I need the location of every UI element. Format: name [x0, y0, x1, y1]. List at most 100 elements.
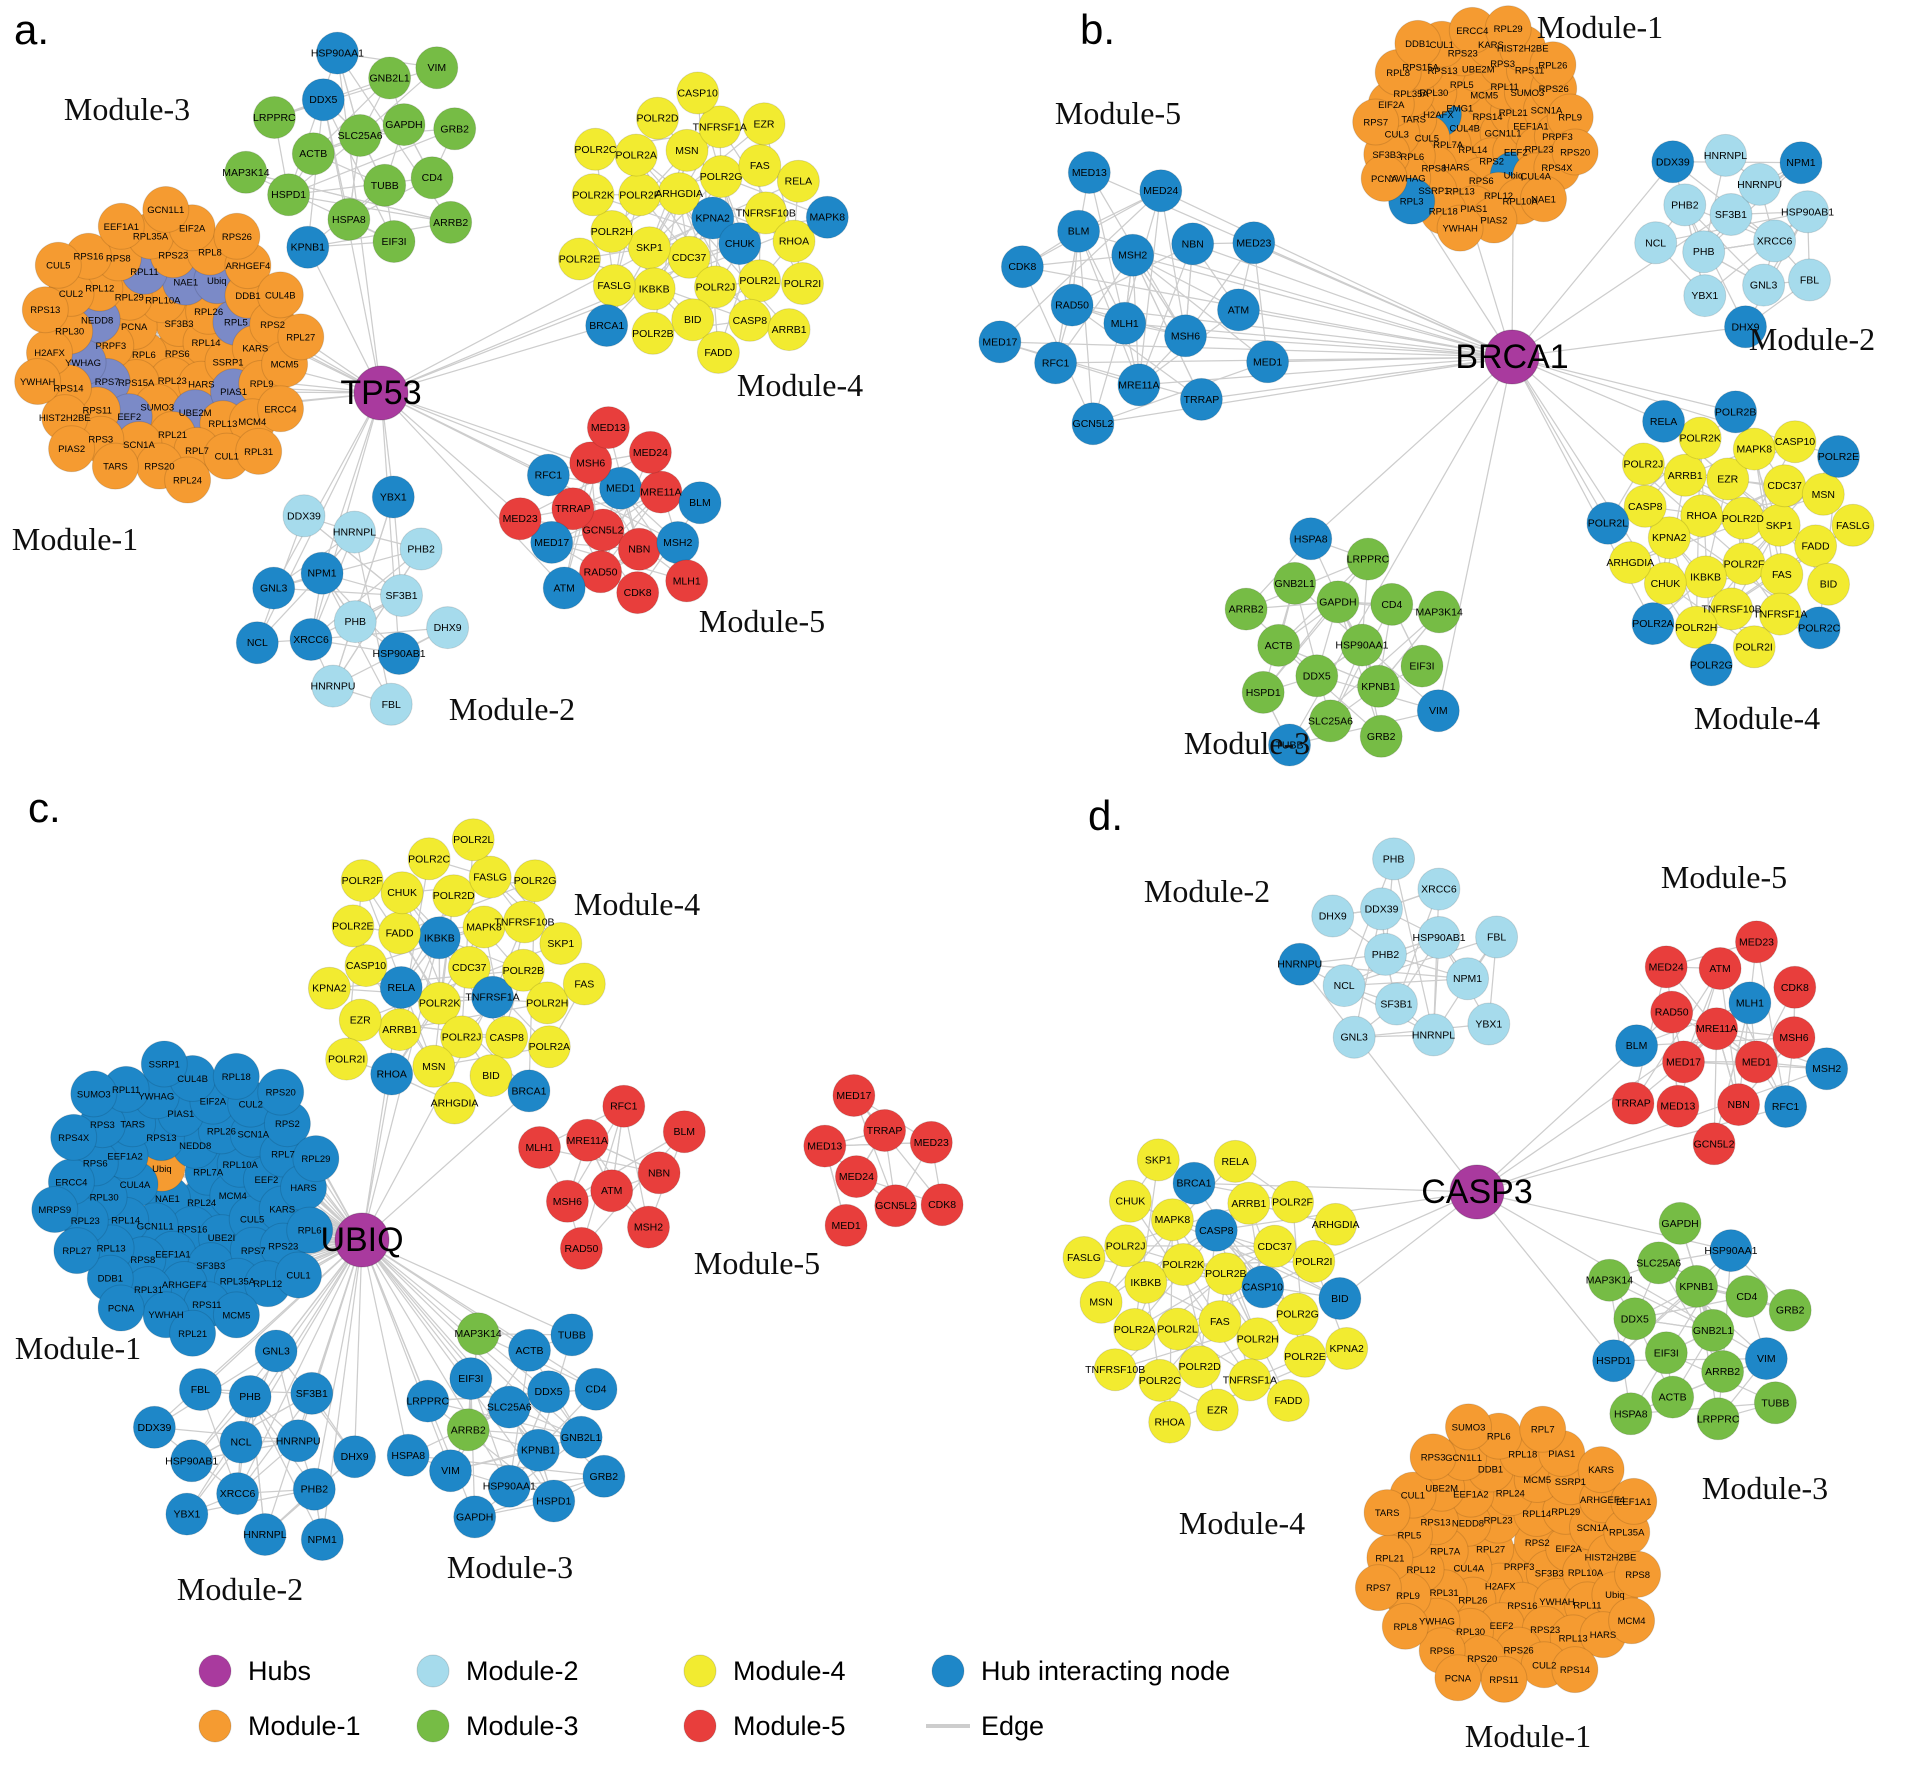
node-label: POLR2I: [1295, 1256, 1332, 1268]
node-label: DDB1: [235, 291, 260, 302]
node-label: RPL13: [97, 1243, 126, 1254]
hub-node: [334, 1212, 390, 1268]
node-label: SCN1A: [237, 1130, 269, 1141]
node-label: PIAS1: [220, 387, 247, 398]
node-label: RPS23: [268, 1242, 298, 1253]
node-label: PCNA: [1371, 174, 1398, 185]
hub-spoke-edge: [1339, 1191, 1478, 1299]
node-label: EEF2: [1490, 1621, 1514, 1632]
node-label: RPL8: [1393, 1622, 1417, 1633]
network-node: [1773, 420, 1817, 464]
node-label: RPL23: [1484, 1516, 1513, 1527]
node-label: NAE1: [1531, 194, 1556, 205]
node-label: TNFRSF1A: [693, 121, 747, 133]
node-label: GNB2L1: [561, 1432, 601, 1444]
node-label: Ubiq: [1605, 1590, 1625, 1601]
node-label: POLR2L: [739, 275, 779, 287]
node-label: H2AFX: [1423, 110, 1454, 121]
network-edge: [1078, 230, 1140, 386]
network-node: [429, 200, 473, 244]
node-label: EIF3I: [1654, 1347, 1679, 1359]
network-node: [344, 944, 388, 988]
nodes-layer: [978, 5, 1875, 767]
node-label: RPL10A: [1502, 197, 1538, 208]
network-edge: [1125, 1245, 1275, 1247]
node-label: CASP8: [490, 1032, 525, 1044]
node-label: CDK8: [1008, 261, 1036, 273]
network-edge: [249, 1396, 323, 1540]
node-label: VIM: [441, 1465, 460, 1477]
node-label: PIAS1: [1548, 1449, 1575, 1460]
node-label: RPL31: [244, 447, 273, 458]
network-node: [824, 1203, 868, 1247]
network-node: [1801, 472, 1845, 516]
network-node: [1682, 230, 1726, 274]
network-edge: [1392, 858, 1435, 1036]
network-node: [1370, 582, 1414, 626]
node-label: RELA: [1650, 416, 1677, 428]
network-node: [1050, 283, 1094, 327]
node-label: BRCA1: [589, 320, 624, 332]
panel-letter: b.: [1080, 6, 1115, 53]
node-label: EIF3I: [458, 1373, 483, 1385]
hub-spoke-edge: [361, 1239, 472, 1379]
network-node: [447, 945, 491, 989]
node-label: MED1: [1742, 1056, 1771, 1068]
network-node: [1529, 41, 1577, 89]
network-node: [631, 311, 675, 355]
network-node: [744, 191, 788, 235]
node-label: POLR2J: [696, 281, 736, 293]
network-node: [407, 837, 451, 881]
node-label: RPL11: [1491, 82, 1519, 93]
node-label: EEF2: [117, 412, 141, 423]
node-label: RPL6: [1400, 152, 1424, 163]
node-label: PHB2: [1372, 949, 1400, 961]
network-edge: [1299, 963, 1434, 1036]
node-label: XRCC6: [220, 1488, 256, 1500]
network-node: [1662, 1040, 1705, 1084]
node-label: BLM: [689, 497, 711, 509]
network-node: [399, 527, 443, 571]
node-label: POLR2B: [503, 965, 544, 977]
network-node: [1164, 314, 1207, 358]
network-node: [370, 1052, 414, 1096]
hub-spoke-edge: [380, 392, 549, 476]
network-node: [1658, 1201, 1702, 1245]
hub-spoke-edge: [361, 1239, 409, 1456]
node-label: TNFRSF10B: [736, 207, 796, 219]
network-node: [289, 618, 333, 661]
node-label: MAP3K14: [1586, 1275, 1633, 1287]
node-label: PRPF3: [1504, 1562, 1535, 1573]
node-label: POLR2C: [408, 853, 450, 865]
node-label: TUBB: [558, 1329, 586, 1341]
node-label: HIST2H2BE: [1585, 1552, 1637, 1563]
network-edge: [1755, 941, 1787, 1107]
network-node: [1357, 664, 1400, 708]
node-label: RPL23: [71, 1216, 100, 1227]
node-label: PHB: [1383, 853, 1405, 865]
node-label: RPS23: [1448, 48, 1478, 59]
node-label: POLR2J: [1106, 1240, 1146, 1252]
network-node: [1683, 274, 1727, 318]
node-label: FADD: [704, 347, 732, 359]
network-node: [276, 1419, 320, 1463]
node-label: CHUK: [387, 887, 417, 899]
network-node: [1412, 1013, 1455, 1057]
network-node: [1773, 965, 1817, 1009]
node-label: CUL4B: [1449, 123, 1480, 134]
network-node: [1807, 562, 1850, 606]
network-node: [545, 1179, 589, 1223]
network-node: [558, 237, 601, 281]
network-node: [1416, 689, 1460, 733]
node-label: HSPD1: [1596, 1355, 1631, 1367]
network-node: [340, 859, 384, 903]
network-node: [292, 1135, 340, 1183]
node-label: MSH6: [1779, 1032, 1808, 1044]
network-edge: [1055, 254, 1134, 364]
node-label: PCNA: [1445, 1673, 1472, 1684]
node-label: YWHAG: [1419, 1617, 1455, 1628]
network-node: [1156, 1307, 1200, 1351]
node-label: NPM1: [1453, 973, 1482, 985]
network-node: [1289, 517, 1333, 561]
node-label: RPL12: [1407, 1565, 1436, 1576]
